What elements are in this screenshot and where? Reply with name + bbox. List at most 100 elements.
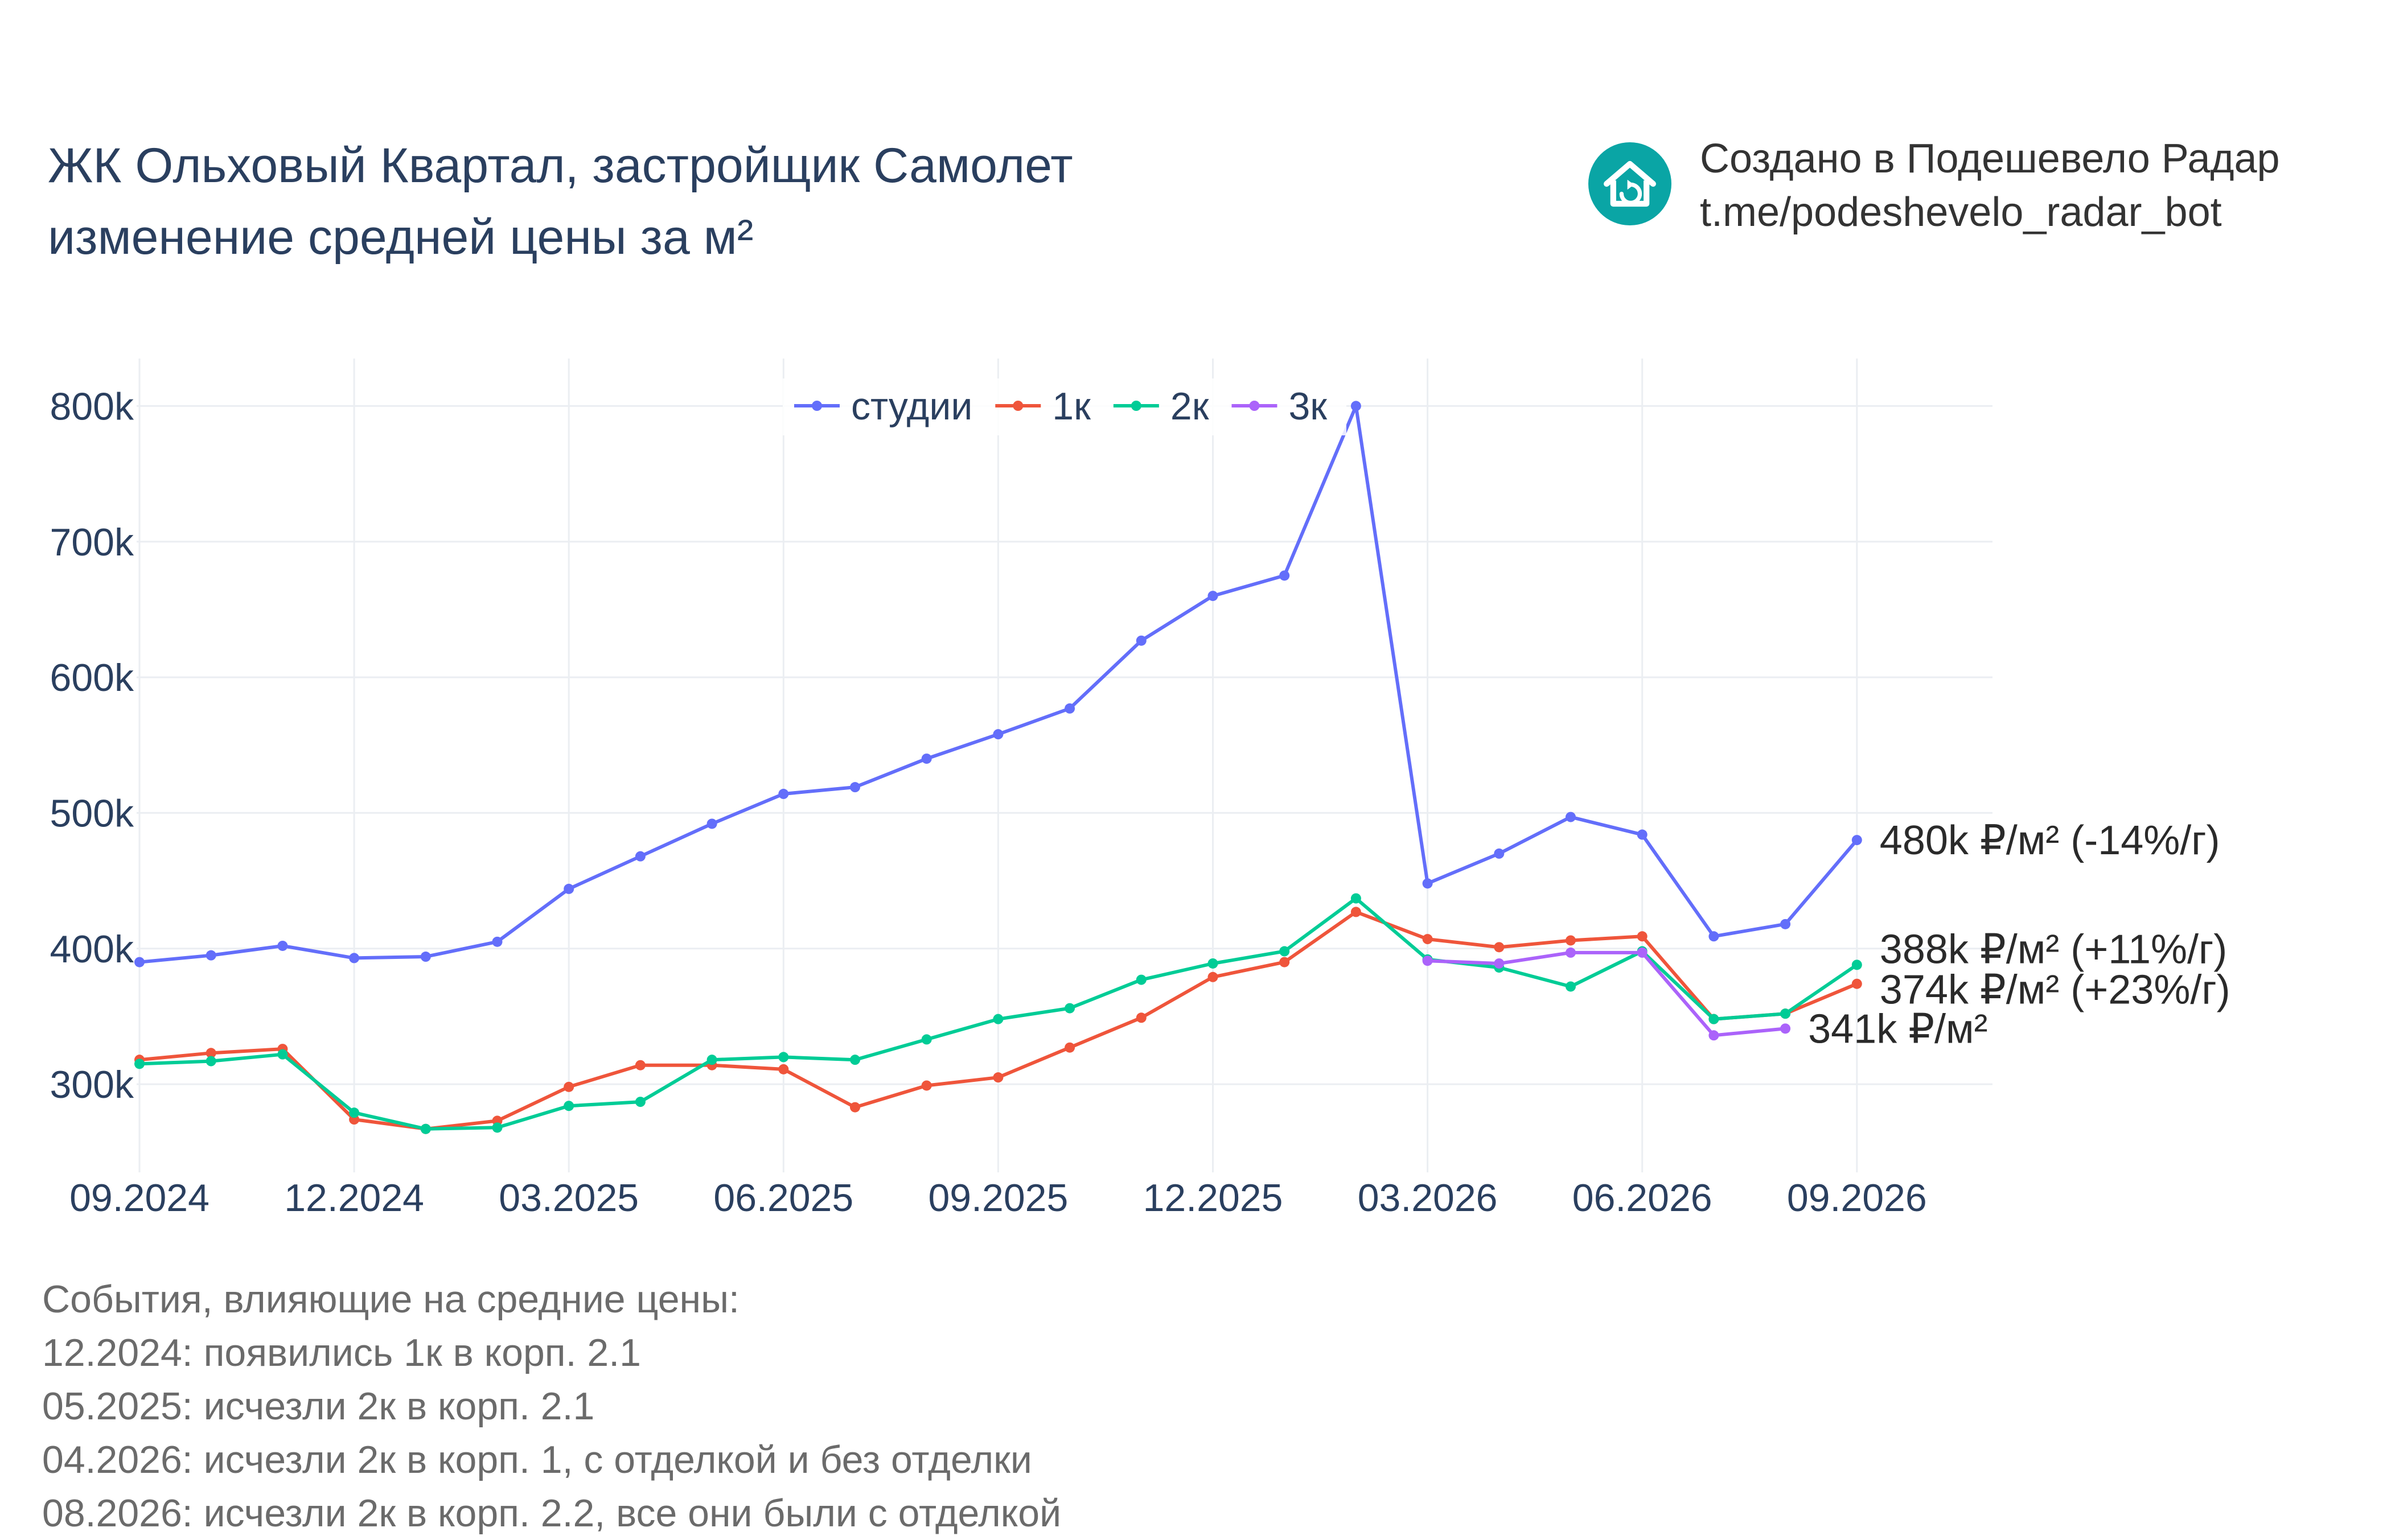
data-point xyxy=(706,818,717,829)
data-point xyxy=(492,936,503,947)
data-point xyxy=(564,1081,574,1092)
data-point xyxy=(1780,1023,1791,1034)
data-point xyxy=(1065,1003,1075,1014)
data-point xyxy=(492,1122,503,1133)
legend-item[interactable]: 1к xyxy=(1052,385,1091,428)
data-point xyxy=(349,953,360,963)
data-point xyxy=(1422,934,1433,945)
data-point xyxy=(1566,947,1576,958)
data-point xyxy=(1279,957,1290,967)
data-point xyxy=(134,1059,145,1069)
data-point xyxy=(1637,931,1648,942)
data-point xyxy=(1780,919,1791,929)
legend-marker xyxy=(1131,401,1141,411)
end-label: 480k ₽/м² (-14%/г) xyxy=(1880,818,2220,863)
brand-name: Создано в Подешевело Радар xyxy=(1700,136,2280,182)
data-point xyxy=(1566,935,1576,946)
x-tick-label: 03.2026 xyxy=(1358,1176,1498,1220)
data-point xyxy=(850,782,860,793)
data-point xyxy=(564,1101,574,1111)
data-point xyxy=(1494,958,1505,969)
data-point xyxy=(850,1102,860,1113)
data-point xyxy=(1350,907,1361,917)
series-lines xyxy=(134,401,1862,1134)
data-point xyxy=(1708,931,1719,942)
data-point xyxy=(778,1052,789,1063)
x-tick-label: 09.2024 xyxy=(69,1176,209,1220)
x-tick-label: 09.2026 xyxy=(1787,1176,1927,1220)
chart-title: ЖК Ольховый Квартал, застройщик Самолет … xyxy=(48,130,1073,273)
legend: студии 1к 2к 3к xyxy=(783,378,1346,435)
end-label: 341k ₽/м² xyxy=(1808,1006,1987,1052)
data-point xyxy=(1350,893,1361,904)
data-point xyxy=(1136,635,1147,646)
data-point xyxy=(1422,956,1433,966)
data-point xyxy=(1637,829,1648,840)
data-point xyxy=(635,1097,646,1107)
event-item: 05.2025: исчезли 2к в корп. 2.1 xyxy=(42,1385,595,1428)
data-point xyxy=(1136,974,1147,985)
data-point xyxy=(1422,878,1433,889)
data-point xyxy=(564,883,574,894)
legend-item[interactable]: 3к xyxy=(1288,385,1328,428)
events-heading: События, влияющие на средние цены: xyxy=(42,1278,740,1321)
data-point xyxy=(1851,835,1862,846)
data-point xyxy=(921,1034,932,1045)
data-point xyxy=(778,1064,789,1074)
title-line-1: ЖК Ольховый Квартал, застройщик Самолет xyxy=(48,138,1073,193)
data-point xyxy=(277,1049,288,1060)
title-line-2: изменение средней цены за м² xyxy=(48,210,754,265)
data-point xyxy=(134,957,145,967)
data-point xyxy=(1566,981,1576,992)
legend-item[interactable]: студии xyxy=(851,385,972,428)
x-tick-label: 06.2026 xyxy=(1572,1176,1712,1220)
data-point xyxy=(1780,1008,1791,1019)
x-tick-label: 06.2025 xyxy=(713,1176,853,1220)
data-point xyxy=(1136,1012,1147,1023)
y-tick-label: 800k xyxy=(50,385,134,428)
data-point xyxy=(993,729,1004,740)
data-point xyxy=(1065,703,1075,714)
event-item: 04.2026: исчезли 2к в корп. 1, с отделко… xyxy=(42,1438,1032,1481)
legend-item[interactable]: 2к xyxy=(1170,385,1210,428)
data-point xyxy=(420,952,431,962)
y-tick-label: 500k xyxy=(50,792,134,835)
data-point xyxy=(1207,591,1218,602)
x-tick-label: 03.2025 xyxy=(499,1176,639,1220)
event-item: 12.2024: появились 1к в корп. 2.1 xyxy=(42,1331,641,1374)
data-point xyxy=(206,950,216,961)
end-label: 388k ₽/м² (+11%/г) xyxy=(1880,927,2227,972)
data-point xyxy=(850,1055,860,1065)
brand-link[interactable]: t.me/podeshevelo_radar_bot xyxy=(1700,190,2222,235)
y-tick-label: 700k xyxy=(50,521,134,564)
data-point xyxy=(635,1060,646,1070)
legend-marker xyxy=(1249,401,1260,411)
data-point xyxy=(1851,960,1862,970)
data-point xyxy=(1350,401,1361,411)
data-point xyxy=(1494,848,1505,859)
data-point xyxy=(420,1123,431,1134)
data-point xyxy=(1207,958,1218,969)
legend-marker xyxy=(1013,401,1024,411)
data-point xyxy=(1065,1042,1075,1053)
y-tick-label: 600k xyxy=(50,656,134,699)
series-line-3к xyxy=(1427,950,1786,1037)
brand-block: Создано в Подешевело Радар t.me/podeshev… xyxy=(1588,132,2280,239)
y-tick-label: 400k xyxy=(50,928,134,971)
data-point xyxy=(993,1014,1004,1024)
house-refresh-icon xyxy=(1588,142,1671,225)
x-axis-ticks: 09.2024 12.2024 03.2025 06.2025 09.2025 12.20… xyxy=(69,1176,1927,1220)
x-tick-label: 09.2025 xyxy=(928,1176,1068,1220)
data-point xyxy=(635,851,646,862)
data-point xyxy=(1279,570,1290,581)
data-point xyxy=(1207,971,1218,982)
end-labels: 480k ₽/м² (-14%/г) 374k ₽/м² (+23%/г)388k… xyxy=(1808,818,2230,1052)
y-axis-ticks: 300k 400k 500k 600k 700k 800k xyxy=(50,385,134,1106)
data-point xyxy=(1494,942,1505,953)
data-point xyxy=(1708,1014,1719,1024)
data-point xyxy=(1279,946,1290,957)
data-point xyxy=(349,1107,360,1118)
x-tick-label: 12.2024 xyxy=(284,1176,424,1220)
data-point xyxy=(778,789,789,800)
